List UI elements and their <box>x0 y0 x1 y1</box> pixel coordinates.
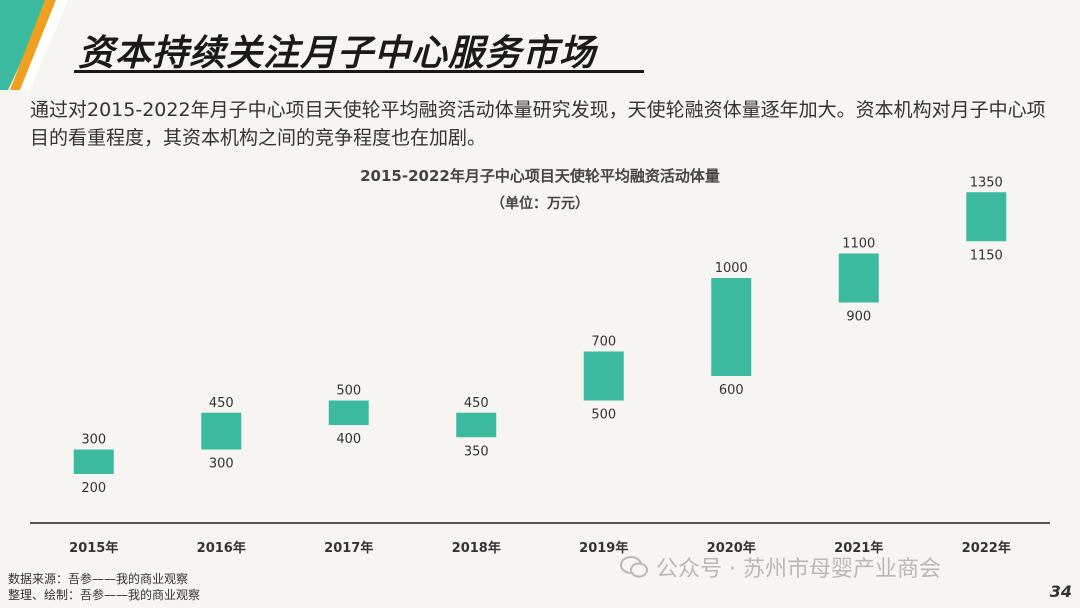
data-label-high-0: 300 <box>81 433 106 448</box>
x-tick-label-3: 2018年 <box>452 540 501 556</box>
bar-2 <box>328 400 369 425</box>
data-label-low-5: 600 <box>719 383 744 398</box>
bar-6 <box>838 253 879 303</box>
watermark-text: 公众号 · 苏州市母婴产业商会 <box>656 557 941 582</box>
data-label-low-2: 400 <box>336 432 361 447</box>
data-label-high-4: 700 <box>591 335 616 350</box>
x-tick-label-4: 2019年 <box>579 540 628 556</box>
bar-5 <box>711 278 752 376</box>
source-line-2: 整理、绘制：吾参——我的商业观察 <box>8 588 201 602</box>
data-label-low-6: 900 <box>846 310 871 325</box>
bar-7 <box>966 192 1007 242</box>
data-label-low-1: 300 <box>209 457 234 472</box>
data-label-low-3: 350 <box>464 444 489 459</box>
data-label-low-7: 1150 <box>970 248 1003 263</box>
data-label-low-0: 200 <box>81 481 106 496</box>
chart-title: 2015-2022年月子中心项目天使轮平均融资活动体量 <box>360 167 720 185</box>
x-tick-label-5: 2020年 <box>707 540 756 556</box>
bar-3 <box>456 412 497 438</box>
data-label-high-3: 450 <box>464 396 489 411</box>
intro-paragraph: 通过对2015-2022年月子中心项目天使轮平均融资活动体量研究发现，天使轮融资… <box>30 99 1046 149</box>
data-label-high-1: 450 <box>209 396 234 411</box>
watermark: 公众号 · 苏州市母婴产业商会 <box>620 551 941 583</box>
x-tick-label-7: 2022年 <box>962 540 1011 556</box>
page-number: 34 <box>1049 582 1072 601</box>
title-underline: 资本持续关注月子中心服务市场 <box>74 22 644 74</box>
bar-1 <box>201 412 242 450</box>
data-label-high-7: 1350 <box>970 175 1003 190</box>
x-tick-label-1: 2016年 <box>197 540 246 556</box>
x-tick-label-6: 2021年 <box>834 540 883 556</box>
data-label-high-5: 1000 <box>715 261 748 276</box>
page-title: 资本持续关注月子中心服务市场 <box>78 33 597 74</box>
data-label-high-6: 1100 <box>842 237 875 252</box>
wechat-icon <box>620 556 648 578</box>
bar-0 <box>73 449 114 474</box>
x-tick-label-2: 2017年 <box>324 540 373 556</box>
x-tick-label-0: 2015年 <box>69 540 118 556</box>
white-stripe <box>20 0 68 90</box>
source-line-1: 数据来源：吾参——我的商业观察 <box>8 572 189 586</box>
data-label-low-4: 500 <box>591 408 616 423</box>
data-label-high-2: 500 <box>336 384 361 399</box>
bar-4 <box>583 351 624 401</box>
corner-decoration <box>0 0 68 90</box>
chart-unit: （单位：万元） <box>491 196 589 212</box>
